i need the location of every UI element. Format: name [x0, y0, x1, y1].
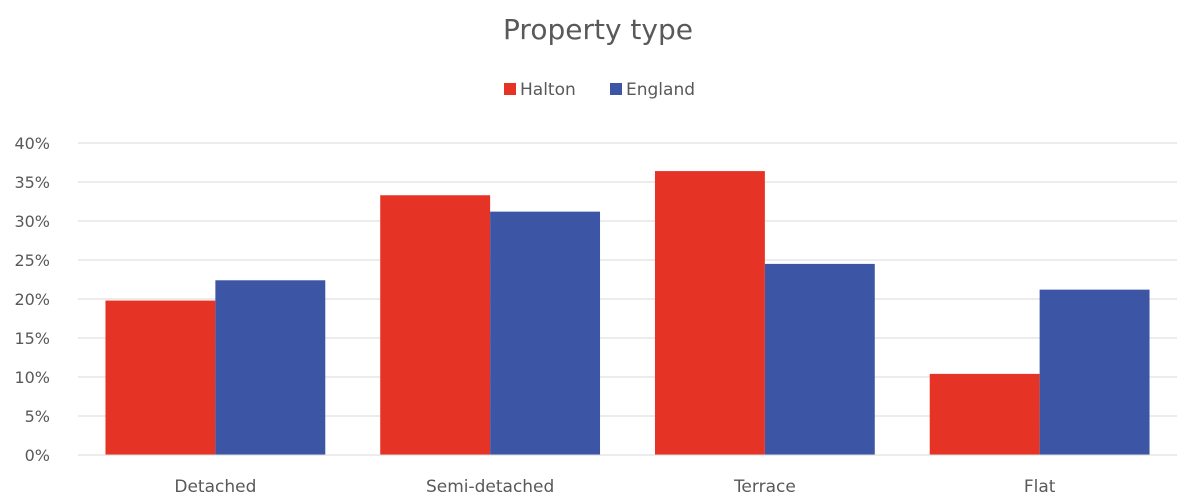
y-tick-label: 5%: [25, 407, 50, 426]
bar-halton-semi-detached: [380, 195, 491, 455]
bar-halton-detached: [105, 300, 216, 455]
x-axis-categories: Detached Semi-detached Terrace Flat: [174, 477, 1055, 497]
x-category-label: Semi-detached: [426, 477, 554, 497]
chart-title: Property type: [503, 13, 693, 46]
legend: Halton England: [504, 80, 695, 100]
x-category-label: Terrace: [733, 477, 796, 497]
y-tick-label: 0%: [25, 446, 50, 465]
legend-swatch-england: [610, 83, 622, 95]
bar-halton-flat: [929, 373, 1040, 455]
bar-england-flat: [1039, 289, 1150, 455]
bar-halton-terrace: [654, 171, 765, 455]
legend-swatch-halton: [504, 83, 516, 95]
y-axis-ticks: 0% 5% 10% 15% 20% 25% 30% 35% 40%: [14, 134, 50, 465]
y-tick-label: 10%: [14, 368, 50, 387]
bars: [105, 171, 1150, 455]
y-tick-label: 35%: [14, 173, 50, 192]
y-tick-label: 15%: [14, 329, 50, 348]
bar-england-detached: [215, 280, 326, 455]
y-tick-label: 30%: [14, 212, 50, 231]
bar-england-semi-detached: [490, 211, 601, 455]
legend-label-halton: Halton: [520, 80, 576, 100]
y-tick-label: 40%: [14, 134, 50, 153]
x-category-label: Detached: [174, 477, 256, 497]
legend-label-england: England: [626, 80, 695, 100]
y-tick-label: 25%: [14, 251, 50, 270]
bar-england-terrace: [764, 263, 875, 455]
y-tick-label: 20%: [14, 290, 50, 309]
x-category-label: Flat: [1024, 477, 1056, 497]
